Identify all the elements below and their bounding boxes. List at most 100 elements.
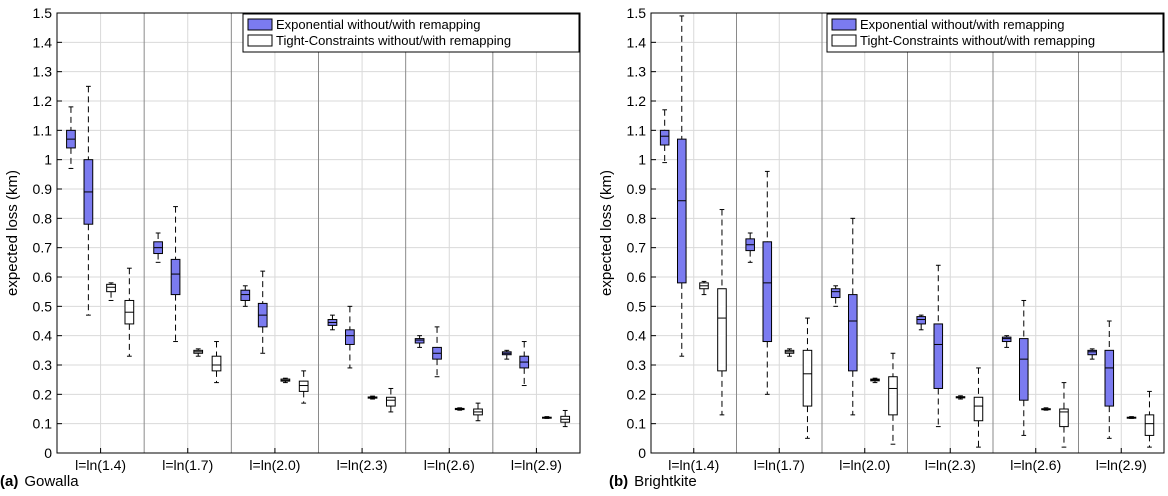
box-body [1087,349,1097,356]
x-tick-label: l=ln(2.6) [1010,457,1061,473]
legend-swatch [247,34,273,47]
box-tight-without [367,395,378,400]
box-body [345,329,355,345]
box-exp-without [66,106,76,169]
caption-tag: (a) [0,473,18,490]
x-tick-label: l=ln(1.4) [668,457,719,473]
y-tick-label: 0.6 [33,269,53,285]
y-tick-label: 1.3 [627,64,647,80]
y-tick-label: 0.8 [627,210,647,226]
box-body [170,258,181,296]
box-body [298,380,309,392]
box-body [1104,349,1115,407]
box-tight-with [802,317,813,439]
x-tick-label: l=ln(2.0) [839,457,890,473]
x-tick-label: l=ln(2.3) [337,457,388,473]
box-body [677,138,687,284]
box-tight-without [454,407,465,411]
box-tight-without [784,348,795,357]
box-tight-without [106,282,116,301]
box-body [1144,414,1155,436]
y-tick-label: 1.5 [627,5,647,21]
y-tick-label: 0.7 [627,240,647,256]
y-tick-label: 0.4 [33,328,53,344]
box-exp-with [170,206,181,343]
x-tick-label: l=ln(2.9) [1096,457,1147,473]
legend-box [826,13,1164,53]
box-tight-without [280,377,291,384]
caption-tag: (b) [609,473,628,490]
box-tight-with [124,267,135,357]
box-tight-without [1126,416,1137,419]
box-exp-without [501,349,512,360]
box-exp-with [1019,299,1029,436]
box-body [1059,408,1069,428]
box-exp-without [830,285,841,307]
box-tight-with [717,209,727,416]
box-body [762,241,773,343]
panel-gowalla: 0 0.1 0.2 0.3 0.4 0.5 0.6 0.7 0.8 0.9 1 1.1 1.2 1.3 1.… [0,5,581,490]
box-exp-with [848,217,858,416]
y-tick-label: 0.3 [627,357,647,373]
legend-entry: Tight-Constraints without/with remapping [276,33,511,48]
y-tick-label: 0.2 [33,386,53,402]
legend-box [242,13,580,53]
y-tick-label: 1.3 [33,64,53,80]
box-exp-without [916,314,926,331]
y-tick-label: 0.2 [627,386,647,402]
box-body [717,288,727,372]
y-tick-label: 0.1 [33,416,53,432]
box-body [973,396,984,422]
legend: Exponential without/with remappingTight-… [242,13,580,53]
box-tight-without [870,377,880,384]
box-tight-with [973,367,984,448]
box-tight-without [955,395,966,400]
box-exp-without [1001,335,1012,348]
box-exp-with [677,15,687,357]
box-tight-with [1059,382,1069,448]
box-exp-without [745,232,755,263]
box-body [916,316,926,325]
x-tick-label: l=ln(2.0) [249,457,300,473]
box-tight-with [560,409,571,428]
box-exp-without [327,314,338,331]
axes-frame [650,12,1165,454]
box-exp-with [519,341,530,387]
box-body [106,283,116,293]
caption-name: Gowalla [24,473,79,490]
x-tick-label: l=ln(2.9) [511,457,562,473]
panel-brightkite: 0 0.1 0.2 0.3 0.4 0.5 0.6 0.7 0.8 0.9 1 1.1 1.2 1.3 1.… [598,5,1165,490]
box-exp-with [345,305,355,369]
legend-entry: Exponential without/with remapping [276,17,481,32]
y-tick-label: 0 [638,445,646,461]
y-tick-label: 1.1 [33,122,53,138]
y-tick-label: 0.8 [33,210,53,226]
box-tight-with [298,370,309,404]
x-tick-label: l=ln(2.6) [424,457,475,473]
legend-swatch [247,18,273,31]
box-body [414,338,425,344]
y-tick-label: 0.7 [33,240,53,256]
x-tick-label: l=ln(2.3) [925,457,976,473]
y-tick-label: 0.4 [627,328,647,344]
box-body [659,129,670,146]
box-body [848,294,858,372]
box-body [385,396,396,407]
box-tight-without [1041,407,1051,411]
box-tight-with [211,341,222,384]
legend-entry: Exponential without/with remapping [860,17,1065,32]
box-body [830,288,841,299]
box-body [888,376,898,416]
x-tick-label: l=ln(1.7) [754,457,805,473]
figure-caption: (a) Gowalla [0,473,79,490]
box-exp-with [762,170,773,395]
y-tick-label: 1 [638,152,646,168]
y-tick-label: 1 [44,152,52,168]
legend-swatch [831,18,857,31]
x-tick-label: l=ln(1.4) [75,457,126,473]
legend: Exponential without/with remappingTight-… [826,13,1164,53]
box-tight-without [193,348,204,357]
box-body [211,355,222,372]
box-exp-with [83,85,94,316]
y-tick-label: 1.2 [33,93,53,109]
